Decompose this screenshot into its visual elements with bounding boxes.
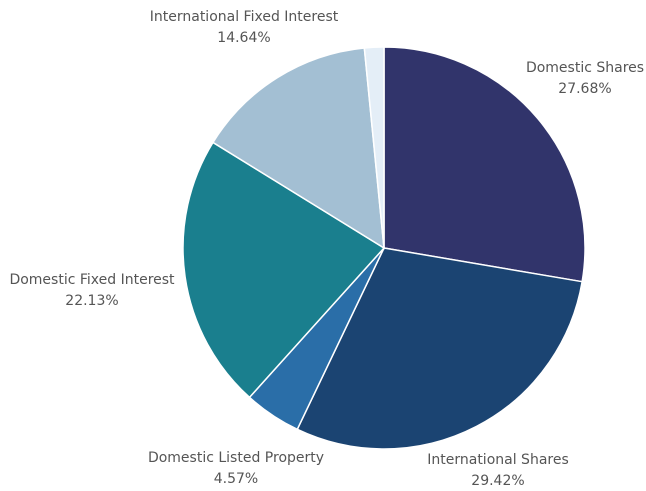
slice-label: Domestic Fixed Interest: [9, 272, 175, 288]
slice-label: Domestic Shares: [526, 60, 644, 76]
pie-slice: [211, 47, 385, 250]
slice-value: 29.42%: [471, 473, 524, 489]
slice-value: 27.68%: [558, 81, 611, 97]
slice-label: International Shares: [427, 452, 569, 468]
pie-slice: [296, 247, 584, 450]
slice-value: 4.57%: [214, 471, 258, 487]
pie-slice: [182, 141, 386, 399]
slice-label: Domestic Listed Property: [148, 450, 324, 466]
pie-slice: [383, 46, 586, 283]
slice-value: 14.64%: [217, 30, 270, 46]
slice-value: 22.13%: [65, 293, 118, 309]
pie-slice: [363, 46, 385, 249]
slice-label: International Fixed Interest: [150, 9, 339, 25]
